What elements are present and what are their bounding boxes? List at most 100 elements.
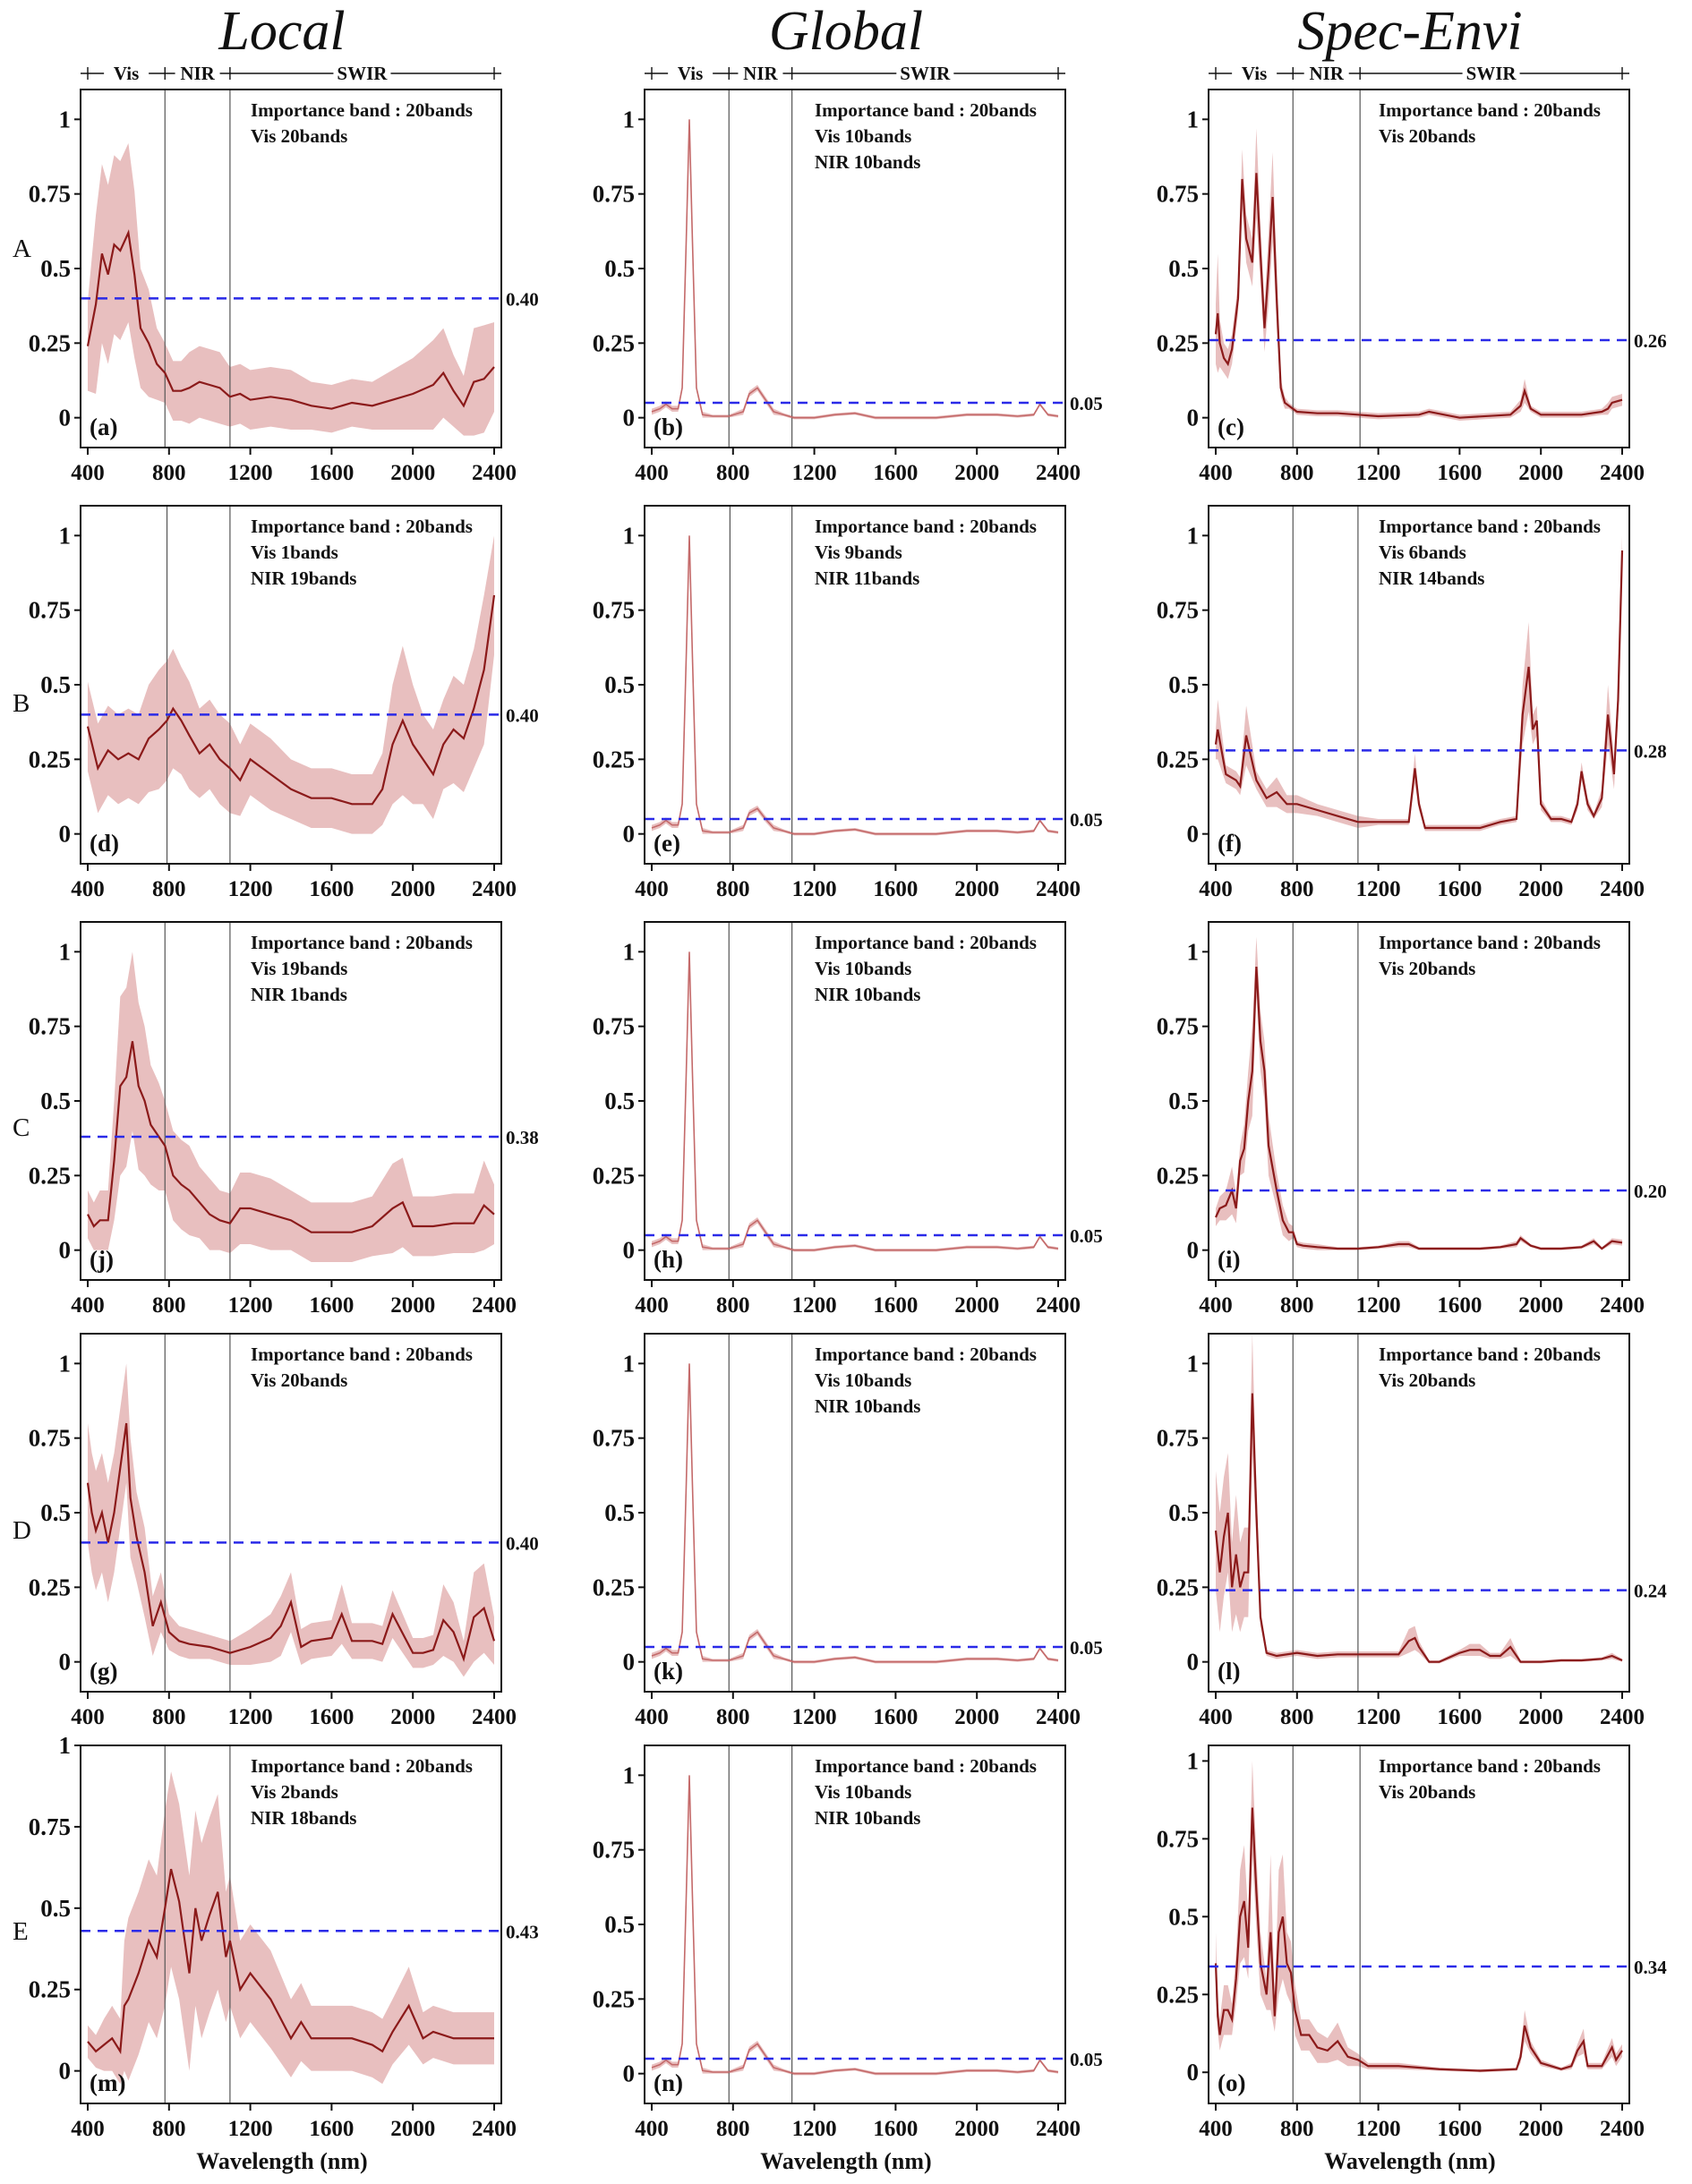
panel-d: 0.40 0 0.25 0.5 0.75 1 400 800 1200 1600 2000 2400 I… bbox=[29, 505, 539, 901]
y-tick-label: 0.75 bbox=[593, 181, 635, 208]
y-tick-label: 0.75 bbox=[29, 597, 71, 624]
row-label-e: E bbox=[13, 1917, 29, 1946]
y-tick-label: 1 bbox=[59, 938, 72, 965]
x-tick-label: 800 bbox=[1280, 877, 1314, 901]
mean-importance-line bbox=[1214, 966, 1623, 1250]
mean-importance-line bbox=[87, 1868, 494, 2055]
panel-c: 0.26 0 0.25 0.5 0.75 1 400 800 1200 1600 2000 2400 I… bbox=[1157, 63, 1667, 485]
region-label-vis: Vis bbox=[678, 63, 703, 84]
panel-g: 0.40 0 0.25 0.5 0.75 1 400 800 1200 1600 2000 2400 I… bbox=[29, 1333, 539, 1729]
plot-frame bbox=[1208, 1745, 1630, 2104]
x-tick-label: 400 bbox=[1199, 1705, 1233, 1729]
y-tick-label: 0.75 bbox=[1157, 1825, 1199, 1852]
y-tick-label: 0.5 bbox=[604, 1499, 635, 1526]
uncertainty-band bbox=[88, 1363, 494, 1677]
importance-annotation-line: Vis 19bands bbox=[251, 958, 347, 979]
y-tick-label: 1 bbox=[59, 1350, 72, 1377]
x-tick-label: 400 bbox=[71, 877, 105, 901]
x-tick-label: 1200 bbox=[792, 1705, 837, 1729]
importance-annotation-line: Importance band : 20bands bbox=[815, 1344, 1037, 1365]
x-tick-label: 2000 bbox=[390, 877, 435, 901]
x-tick-label: 2000 bbox=[390, 461, 435, 485]
importance-annotation-line: Importance band : 20bands bbox=[1379, 516, 1601, 537]
threshold-label: 0.40 bbox=[506, 288, 539, 310]
importance-annotation-line: Importance band : 20bands bbox=[251, 932, 473, 953]
y-tick-label: 0.5 bbox=[1168, 671, 1199, 698]
region-label-swir: SWIR bbox=[337, 63, 388, 84]
x-tick-label: 2000 bbox=[390, 1705, 435, 1729]
x-tick-label: 1200 bbox=[1356, 461, 1401, 485]
mean-importance-line bbox=[651, 535, 1059, 835]
uncertainty-band bbox=[88, 1771, 494, 2085]
y-tick-label: 0.5 bbox=[40, 1895, 71, 1922]
importance-annotation-line: NIR 14bands bbox=[1379, 567, 1484, 589]
x-tick-label: 800 bbox=[152, 877, 186, 901]
x-tick-label: 1600 bbox=[1437, 1293, 1482, 1318]
importance-annotation-line: Vis 20bands bbox=[251, 125, 347, 147]
y-tick-label: 1 bbox=[623, 106, 636, 132]
y-tick-label: 0 bbox=[1187, 821, 1200, 848]
x-tick-label: 1600 bbox=[873, 461, 918, 485]
y-tick-label: 0 bbox=[623, 821, 636, 848]
x-tick-label: 1600 bbox=[1437, 2117, 1482, 2141]
x-tick-label: 1200 bbox=[792, 1293, 837, 1318]
importance-annotation-line: NIR 11bands bbox=[815, 567, 919, 589]
y-tick-label: 0.75 bbox=[29, 1813, 71, 1840]
x-tick-label: 800 bbox=[152, 1293, 186, 1318]
x-tick-label: 1200 bbox=[228, 461, 273, 485]
panel-letter: (h) bbox=[654, 1246, 683, 1273]
y-tick-label: 0.5 bbox=[40, 671, 71, 698]
y-tick-label: 0.75 bbox=[29, 1425, 71, 1452]
mean-importance-line bbox=[1214, 1807, 1623, 2072]
mean-importance-line bbox=[86, 1422, 496, 1663]
y-tick-label: 0 bbox=[59, 821, 72, 848]
x-tick-label: 2000 bbox=[390, 1293, 435, 1318]
x-tick-label: 1600 bbox=[1437, 877, 1482, 901]
x-tick-label: 2000 bbox=[1518, 1705, 1563, 1729]
y-tick-label: 0.25 bbox=[1157, 1574, 1199, 1600]
importance-annotation-line: Importance band : 20bands bbox=[251, 1344, 473, 1365]
panel-letter: (n) bbox=[654, 2069, 683, 2096]
x-tick-label: 800 bbox=[716, 461, 750, 485]
region-label-bg bbox=[1462, 63, 1520, 82]
importance-annotation-line: Vis 10bands bbox=[815, 125, 911, 147]
x-tick-label: 1600 bbox=[873, 2117, 918, 2141]
y-tick-label: 0.75 bbox=[593, 1425, 635, 1452]
y-tick-label: 0 bbox=[59, 1649, 72, 1676]
threshold-label: 0.38 bbox=[506, 1127, 539, 1148]
x-tick-label: 1200 bbox=[228, 1705, 273, 1729]
row-label-c: C bbox=[13, 1113, 30, 1142]
y-tick-label: 0.5 bbox=[604, 255, 635, 282]
x-tick-label: 2400 bbox=[1600, 461, 1645, 485]
mean-importance-line bbox=[1214, 550, 1624, 830]
y-tick-label: 1 bbox=[1187, 1747, 1200, 1774]
x-tick-label: 800 bbox=[152, 461, 186, 485]
x-tick-label: 1200 bbox=[792, 461, 837, 485]
y-tick-label: 0 bbox=[1187, 1649, 1200, 1676]
x-tick-label: 2400 bbox=[1036, 1705, 1081, 1729]
threshold-label: 0.05 bbox=[1070, 1637, 1103, 1659]
x-tick-label: 2400 bbox=[1036, 461, 1081, 485]
uncertainty-band bbox=[88, 951, 494, 1262]
region-label-bg bbox=[104, 63, 150, 82]
x-tick-label: 2400 bbox=[1036, 1293, 1081, 1318]
threshold-label: 0.43 bbox=[506, 1921, 539, 1942]
x-tick-label: 400 bbox=[1199, 877, 1233, 901]
x-tick-label: 1200 bbox=[792, 877, 837, 901]
region-label-swir: SWIR bbox=[900, 63, 951, 84]
y-tick-label: 0.75 bbox=[29, 1013, 71, 1040]
y-tick-label: 0 bbox=[1187, 1237, 1200, 1264]
importance-annotation-line: Vis 9bands bbox=[815, 542, 902, 563]
panel-letter: (i) bbox=[1218, 1246, 1240, 1273]
y-tick-label: 0.75 bbox=[29, 181, 71, 208]
x-tick-label: 2400 bbox=[1036, 2117, 1081, 2141]
row-label-a: A bbox=[13, 235, 31, 263]
y-tick-label: 0.75 bbox=[1157, 597, 1199, 624]
y-tick-label: 1 bbox=[623, 1762, 636, 1788]
y-tick-label: 0.75 bbox=[593, 1013, 635, 1040]
mean-importance-line bbox=[651, 951, 1059, 1251]
panel-letter: (j) bbox=[90, 1246, 114, 1273]
panel-n: 0.05 0 0.25 0.5 0.75 1 400 800 1200 1600 2000 2400 I… bbox=[593, 1745, 1103, 2141]
y-tick-label: 0.75 bbox=[1157, 181, 1199, 208]
y-tick-label: 0 bbox=[59, 405, 72, 431]
